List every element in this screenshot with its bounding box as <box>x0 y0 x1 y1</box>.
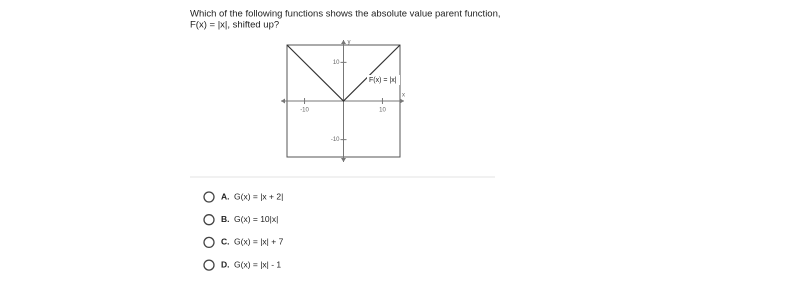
y-axis-label: y <box>348 40 351 46</box>
radio-button[interactable] <box>203 259 215 271</box>
option-letter: B. <box>221 214 230 224</box>
y-tick-label: 10 <box>333 60 340 66</box>
option-text: G(x) = |x| + 7 <box>234 237 284 247</box>
option-letter: A. <box>221 191 230 201</box>
function-line <box>286 44 401 102</box>
option-text: G(x) = |x + 2| <box>234 191 283 201</box>
question-line: Which of the following functions shows t… <box>190 9 501 20</box>
function-label-bg <box>367 75 400 85</box>
option-text: G(x) = |x| - 1 <box>234 259 281 269</box>
radio-button[interactable] <box>203 214 215 226</box>
option-letter: C. <box>221 237 230 247</box>
radio-button[interactable] <box>203 191 215 203</box>
x-tick-label: -10 <box>300 108 309 114</box>
x-tick-label: 10 <box>379 108 386 114</box>
radio-button[interactable] <box>203 236 215 249</box>
y-tick-label: -10 <box>331 137 340 143</box>
option-text: G(x) = 10|x| <box>234 214 278 224</box>
option-letter: D. <box>221 259 230 269</box>
function-label: F(x) = |x| <box>369 77 397 84</box>
question-line: F(x) = |x|, shifted up? <box>190 20 279 31</box>
x-axis-label: x <box>402 93 405 99</box>
